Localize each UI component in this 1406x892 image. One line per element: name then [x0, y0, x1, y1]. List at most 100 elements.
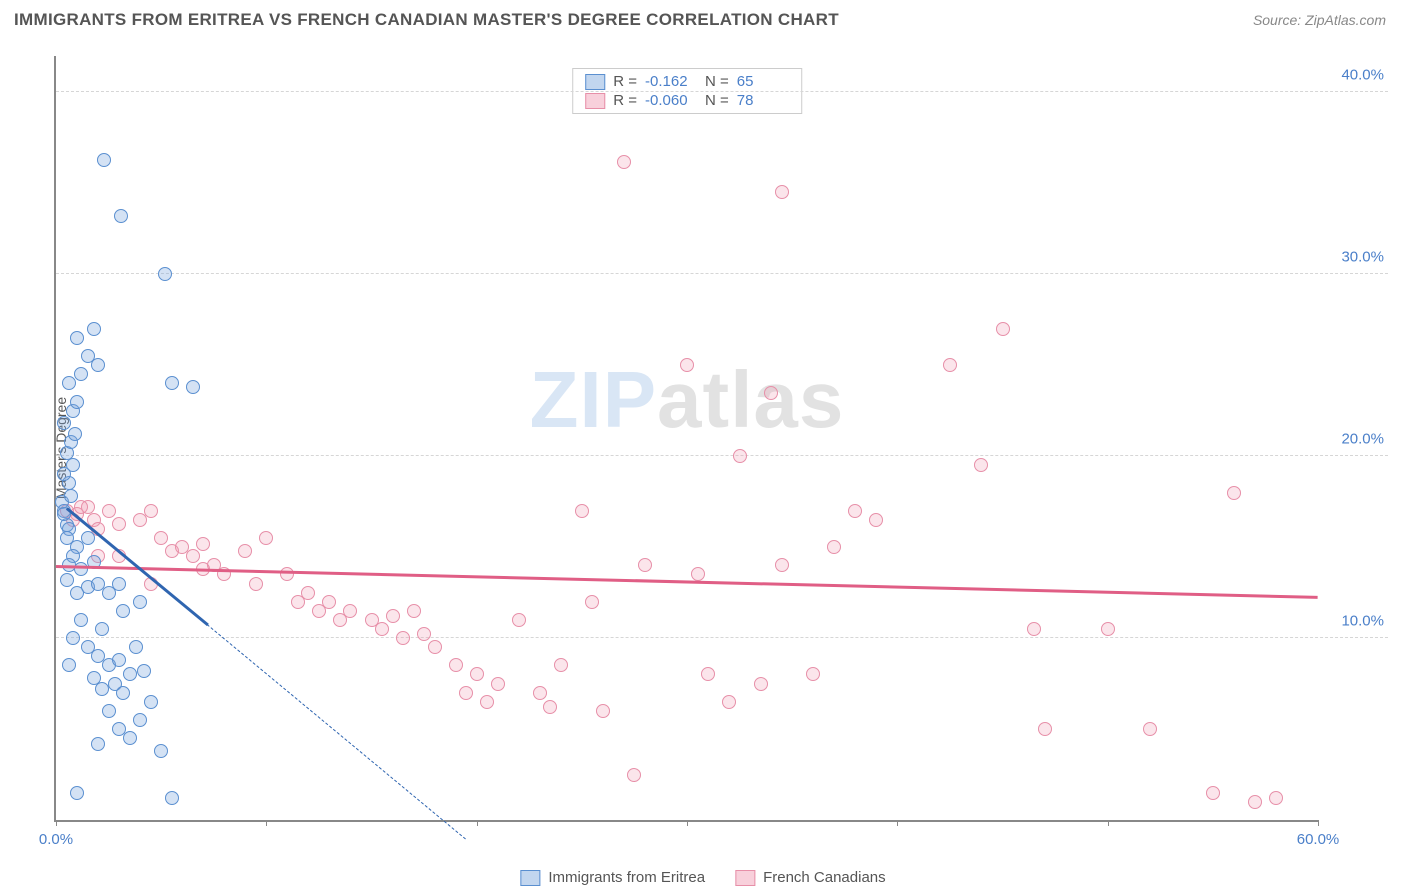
x-tick	[477, 820, 478, 826]
scatter-point-pink	[301, 586, 315, 600]
scatter-point-pink	[1027, 622, 1041, 636]
scatter-point-blue	[70, 786, 84, 800]
scatter-point-blue	[91, 358, 105, 372]
scatter-point-pink	[1038, 722, 1052, 736]
scatter-point-blue	[158, 267, 172, 281]
scatter-point-pink	[533, 686, 547, 700]
gridline-h	[56, 637, 1388, 638]
scatter-point-pink	[259, 531, 273, 545]
scatter-point-blue	[133, 595, 147, 609]
scatter-point-blue	[116, 686, 130, 700]
x-tick	[266, 820, 267, 826]
scatter-point-pink	[417, 627, 431, 641]
scatter-point-blue	[74, 562, 88, 576]
scatter-point-pink	[543, 700, 557, 714]
scatter-point-pink	[459, 686, 473, 700]
stat-row: R =-0.060N =78	[573, 91, 801, 110]
scatter-point-blue	[137, 664, 151, 678]
scatter-point-pink	[449, 658, 463, 672]
scatter-point-blue	[74, 613, 88, 627]
scatter-point-pink	[154, 531, 168, 545]
scatter-point-pink	[691, 567, 705, 581]
scatter-point-pink	[575, 504, 589, 518]
legend-label: French Canadians	[763, 869, 886, 886]
stat-n-label: N =	[705, 73, 729, 90]
scatter-point-pink	[428, 640, 442, 654]
scatter-point-blue	[66, 631, 80, 645]
scatter-point-blue	[62, 376, 76, 390]
scatter-point-blue	[114, 209, 128, 223]
scatter-point-pink	[869, 513, 883, 527]
scatter-point-pink	[1101, 622, 1115, 636]
gridline-h	[56, 91, 1388, 92]
watermark-zip: ZIP	[530, 355, 657, 444]
scatter-point-pink	[186, 549, 200, 563]
gridline-h	[56, 455, 1388, 456]
plot-region: ZIPatlas R =-0.162N =65R =-0.060N =78 10…	[54, 56, 1318, 822]
scatter-point-pink	[322, 595, 336, 609]
chart-area: Master's Degree ZIPatlas R =-0.162N =65R…	[14, 44, 1388, 852]
scatter-point-blue	[97, 153, 111, 167]
scatter-point-blue	[165, 791, 179, 805]
scatter-point-blue	[154, 744, 168, 758]
legend-swatch-icon	[520, 870, 540, 886]
legend: Immigrants from Eritrea French Canadians	[520, 869, 885, 886]
scatter-point-blue	[81, 531, 95, 545]
scatter-point-blue	[68, 427, 82, 441]
scatter-point-pink	[617, 155, 631, 169]
x-tick-label: 60.0%	[1297, 831, 1340, 848]
x-tick-label: 0.0%	[39, 831, 73, 848]
scatter-point-pink	[585, 595, 599, 609]
scatter-point-pink	[112, 517, 126, 531]
scatter-point-blue	[116, 604, 130, 618]
scatter-point-pink	[627, 768, 641, 782]
scatter-point-blue	[91, 737, 105, 751]
x-tick	[1318, 820, 1319, 826]
stat-row: R =-0.162N =65	[573, 72, 801, 91]
scatter-point-pink	[974, 458, 988, 472]
scatter-point-pink	[806, 667, 820, 681]
scatter-point-blue	[165, 376, 179, 390]
stat-r-value: -0.060	[645, 92, 697, 109]
stat-n-value: 78	[737, 92, 789, 109]
scatter-point-pink	[1143, 722, 1157, 736]
legend-label: Immigrants from Eritrea	[548, 869, 705, 886]
scatter-point-blue	[102, 704, 116, 718]
scatter-point-pink	[1269, 791, 1283, 805]
scatter-point-blue	[70, 395, 84, 409]
scatter-point-pink	[764, 386, 778, 400]
scatter-point-pink	[754, 677, 768, 691]
scatter-point-blue	[95, 682, 109, 696]
scatter-point-pink	[680, 358, 694, 372]
scatter-point-pink	[996, 322, 1010, 336]
source-attribution: Source: ZipAtlas.com	[1253, 12, 1386, 28]
scatter-point-pink	[386, 609, 400, 623]
trend-line-pink	[56, 565, 1318, 598]
scatter-point-pink	[775, 185, 789, 199]
scatter-point-pink	[144, 504, 158, 518]
scatter-point-pink	[238, 544, 252, 558]
scatter-point-blue	[123, 667, 137, 681]
y-tick-label: 40.0%	[1341, 67, 1384, 84]
scatter-point-pink	[74, 500, 88, 514]
x-tick	[1108, 820, 1109, 826]
trend-line-blue-extrapolated	[207, 624, 466, 839]
scatter-point-blue	[62, 658, 76, 672]
legend-item: French Canadians	[735, 869, 886, 886]
scatter-point-pink	[775, 558, 789, 572]
scatter-point-pink	[396, 631, 410, 645]
scatter-point-blue	[133, 713, 147, 727]
scatter-point-pink	[102, 504, 116, 518]
chart-title: IMMIGRANTS FROM ERITREA VS FRENCH CANADI…	[14, 10, 839, 30]
scatter-point-blue	[123, 731, 137, 745]
stat-n-label: N =	[705, 92, 729, 109]
scatter-point-pink	[1206, 786, 1220, 800]
x-tick	[687, 820, 688, 826]
scatter-point-pink	[343, 604, 357, 618]
scatter-point-blue	[57, 467, 71, 481]
stat-r-value: -0.162	[645, 73, 697, 90]
y-tick-label: 30.0%	[1341, 249, 1384, 266]
scatter-point-pink	[701, 667, 715, 681]
y-tick-label: 10.0%	[1341, 613, 1384, 630]
legend-swatch-icon	[735, 870, 755, 886]
